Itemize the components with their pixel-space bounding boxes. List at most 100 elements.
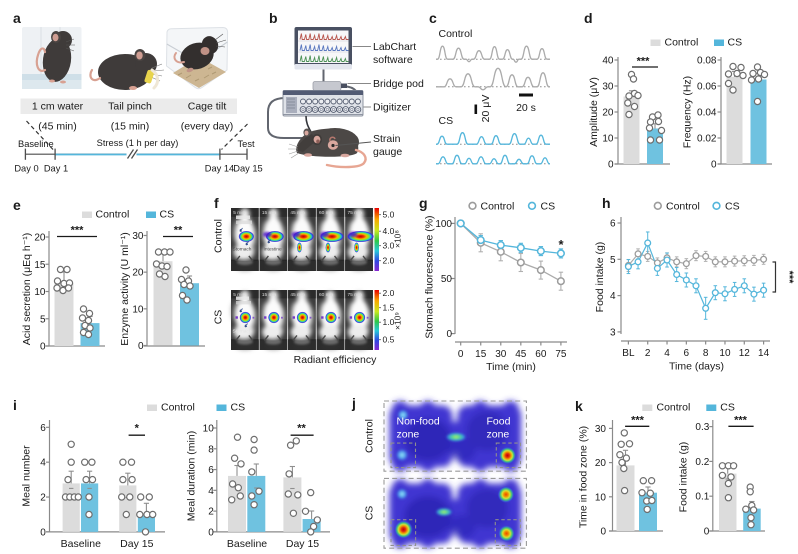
svg-text:***: *** xyxy=(637,56,651,68)
svg-text:e: e xyxy=(13,197,21,213)
svg-text:20 s: 20 s xyxy=(516,102,536,114)
svg-text:i: i xyxy=(13,397,17,413)
svg-text:Day 15: Day 15 xyxy=(120,538,153,550)
svg-text:Strain: Strain xyxy=(373,133,401,145)
svg-text:15 min: 15 min xyxy=(262,210,277,216)
svg-text:30: 30 xyxy=(132,231,144,242)
svg-text:g: g xyxy=(419,195,428,211)
svg-text:0: 0 xyxy=(40,527,46,538)
svg-text:0: 0 xyxy=(608,160,614,171)
svg-text:Control: Control xyxy=(481,201,515,213)
svg-text:20: 20 xyxy=(595,458,607,469)
svg-text:*: * xyxy=(558,237,564,252)
svg-text:Day 14: Day 14 xyxy=(205,164,234,174)
svg-text:10: 10 xyxy=(595,492,607,503)
svg-text:6: 6 xyxy=(684,348,690,359)
svg-text:Amplitude (μV): Amplitude (μV) xyxy=(588,77,600,147)
svg-text:30: 30 xyxy=(602,82,614,93)
svg-text:Cage tilt: Cage tilt xyxy=(188,101,227,113)
svg-text:d: d xyxy=(584,10,593,26)
svg-text:h: h xyxy=(602,195,611,211)
svg-text:4.0: 4.0 xyxy=(383,226,395,236)
svg-text:45 min: 45 min xyxy=(290,292,305,298)
svg-text:Control: Control xyxy=(439,28,473,40)
svg-text:**: ** xyxy=(174,225,183,237)
svg-text:10: 10 xyxy=(602,134,614,145)
svg-text:Baseline: Baseline xyxy=(18,139,54,149)
svg-text:Day 1: Day 1 xyxy=(44,164,68,174)
svg-text:zone: zone xyxy=(487,429,510,441)
svg-text:zone: zone xyxy=(397,429,420,441)
svg-text:LabChart: LabChart xyxy=(373,41,416,53)
svg-text:3.0: 3.0 xyxy=(383,241,395,251)
svg-text:×10⁹: ×10⁹ xyxy=(393,312,403,330)
svg-text:1.0: 1.0 xyxy=(383,317,395,327)
svg-text:Bridge pod: Bridge pod xyxy=(373,78,424,90)
svg-text:0.06: 0.06 xyxy=(697,82,717,93)
svg-text:Control: Control xyxy=(364,419,376,453)
svg-text:4: 4 xyxy=(664,348,670,359)
svg-text:0.5: 0.5 xyxy=(383,335,395,345)
svg-text:CS: CS xyxy=(541,201,556,213)
svg-text:Stomach fluorescence (%): Stomach fluorescence (%) xyxy=(424,215,436,338)
svg-text:Acid secretion (μEq h⁻¹): Acid secretion (μEq h⁻¹) xyxy=(21,233,33,346)
svg-text:Time (min): Time (min) xyxy=(486,361,536,373)
svg-text:4: 4 xyxy=(610,291,616,302)
svg-text:Day 0: Day 0 xyxy=(14,164,38,174)
svg-text:6: 6 xyxy=(208,465,214,476)
svg-text:Non-food: Non-food xyxy=(397,416,440,428)
svg-text:Control: Control xyxy=(657,402,691,414)
svg-text:6: 6 xyxy=(610,219,616,230)
svg-text:0.04: 0.04 xyxy=(697,108,717,119)
svg-text:Control: Control xyxy=(665,37,699,49)
svg-text:40: 40 xyxy=(602,56,614,67)
svg-text:0.02: 0.02 xyxy=(697,134,717,145)
svg-text:CS: CS xyxy=(439,115,454,127)
svg-text:Meal number: Meal number xyxy=(21,445,33,507)
svg-text:2.0: 2.0 xyxy=(383,288,395,298)
svg-text:0.1: 0.1 xyxy=(695,492,709,503)
svg-text:Control: Control xyxy=(213,219,225,253)
svg-text:20 μV: 20 μV xyxy=(480,95,492,123)
svg-text:CS: CS xyxy=(725,201,740,213)
svg-text:20: 20 xyxy=(602,108,614,119)
svg-text:0.08: 0.08 xyxy=(697,56,717,67)
svg-text:b: b xyxy=(269,10,278,26)
svg-text:75 min: 75 min xyxy=(348,292,363,298)
svg-text:Day 15: Day 15 xyxy=(233,164,262,174)
svg-text:60: 60 xyxy=(535,349,547,360)
svg-text:***: *** xyxy=(631,415,645,427)
svg-text:k: k xyxy=(575,398,583,414)
svg-text:0: 0 xyxy=(704,527,710,538)
svg-text:8: 8 xyxy=(208,444,214,455)
svg-text:CS: CS xyxy=(364,506,376,521)
svg-text:**: ** xyxy=(297,423,306,435)
svg-text:15 min: 15 min xyxy=(262,292,277,298)
svg-text:15: 15 xyxy=(34,260,46,271)
svg-text:gauge: gauge xyxy=(373,146,402,158)
svg-text:f: f xyxy=(214,195,219,211)
svg-text:Baseline: Baseline xyxy=(227,538,267,550)
svg-text:Meal duration (min): Meal duration (min) xyxy=(186,431,198,521)
svg-text:***: *** xyxy=(734,415,748,427)
svg-text:CS: CS xyxy=(231,402,246,414)
svg-text:Frequency (Hz): Frequency (Hz) xyxy=(682,76,694,148)
svg-text:30: 30 xyxy=(495,349,507,360)
svg-text:10: 10 xyxy=(132,304,144,315)
svg-text:2.0: 2.0 xyxy=(383,256,395,266)
svg-text:Baseline: Baseline xyxy=(61,538,101,550)
svg-text:0.3: 0.3 xyxy=(695,422,709,433)
svg-text:CS: CS xyxy=(720,402,735,414)
svg-text:Stress (1 h per day): Stress (1 h per day) xyxy=(97,138,179,148)
svg-text:Control: Control xyxy=(96,209,130,221)
svg-text:5 min: 5 min xyxy=(233,292,245,298)
svg-text:Test: Test xyxy=(238,139,255,149)
svg-text:14: 14 xyxy=(758,348,770,359)
svg-text:15: 15 xyxy=(475,349,487,360)
svg-text:20: 20 xyxy=(132,268,144,279)
svg-text:(every day): (every day) xyxy=(181,121,234,133)
svg-text:5: 5 xyxy=(610,255,616,266)
svg-text:10: 10 xyxy=(203,424,215,435)
svg-text:Stomach: Stomach xyxy=(233,247,252,253)
svg-text:45 min: 45 min xyxy=(290,210,305,216)
